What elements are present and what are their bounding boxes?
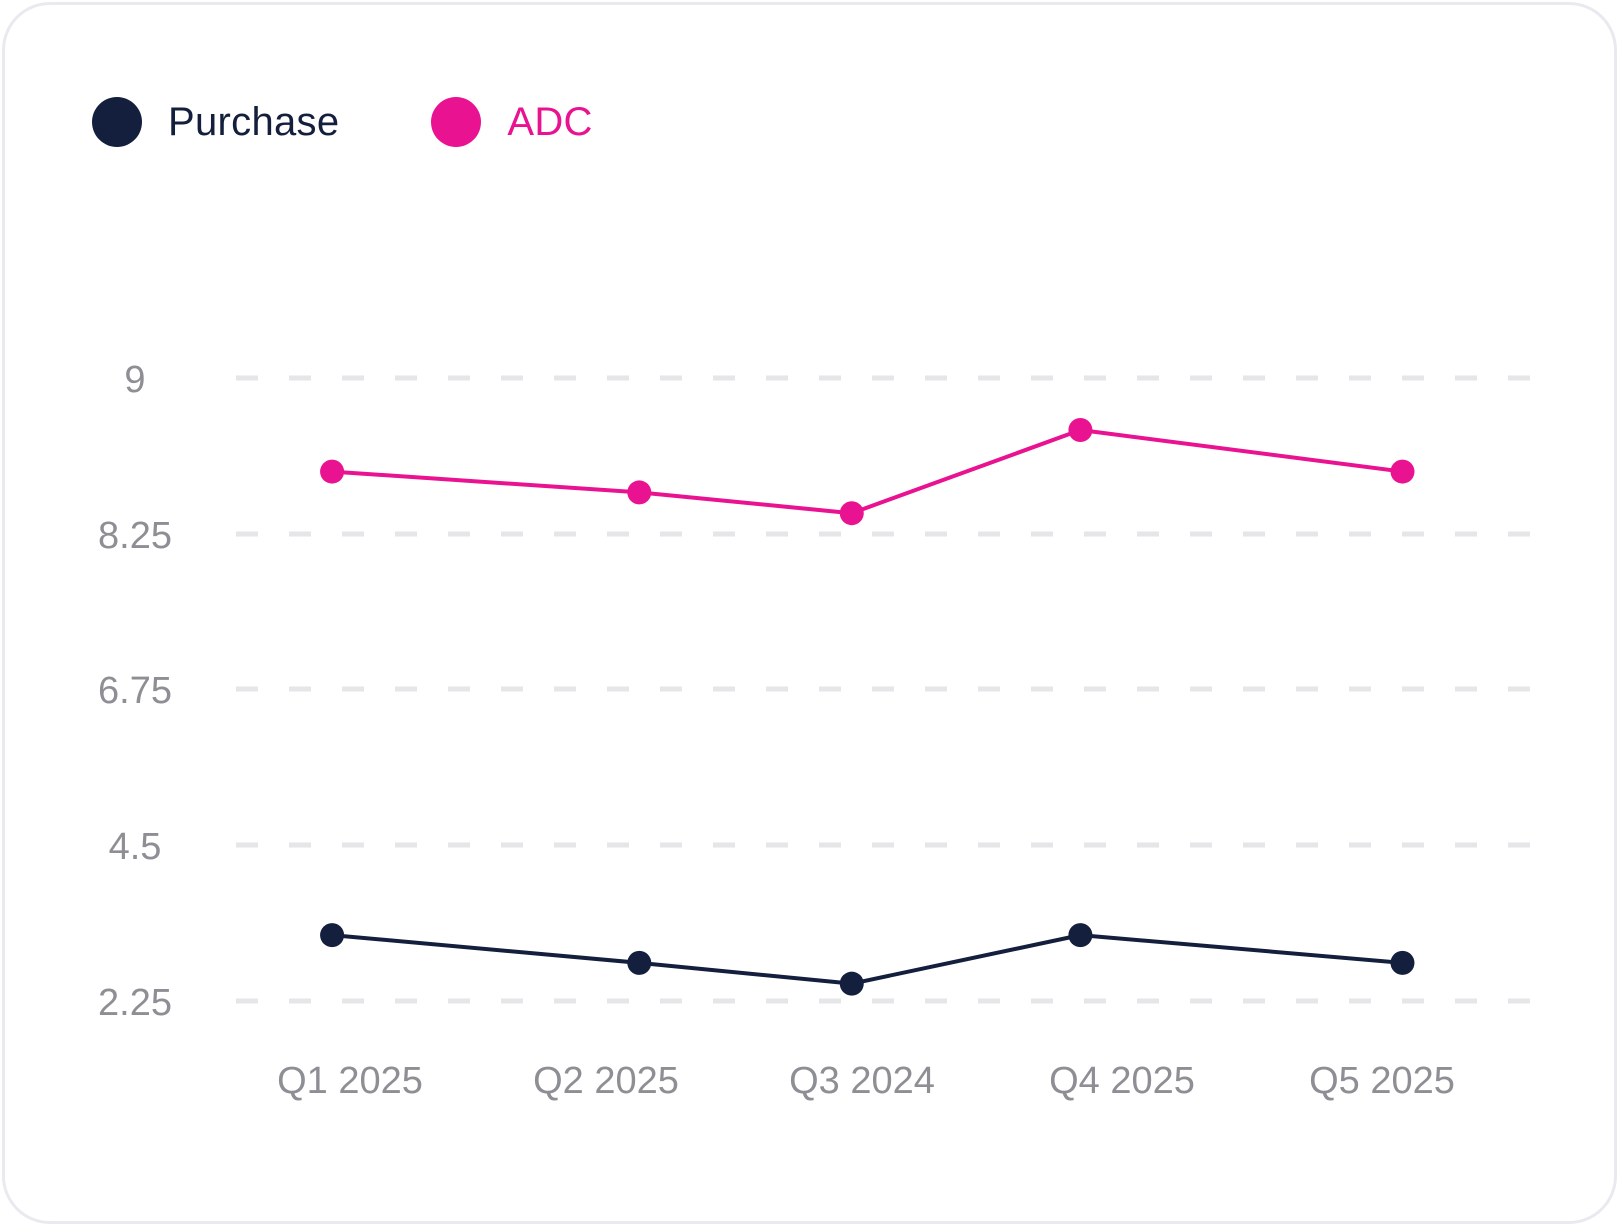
series-adc xyxy=(320,418,1415,526)
data-point-purchase[interactable] xyxy=(1390,950,1415,975)
legend: Purchase ADC xyxy=(92,96,685,148)
series-line-adc xyxy=(331,428,1403,516)
data-point-purchase[interactable] xyxy=(627,950,652,975)
legend-swatch-adc xyxy=(431,97,482,147)
x-axis-ticks: Q1 2025 Q2 2025 Q3 2024 Q4 2025 Q5 2025 xyxy=(277,1060,1455,1102)
y-tick-label: 4.5 xyxy=(109,826,162,868)
legend-label-adc: ADC xyxy=(507,100,593,144)
series xyxy=(320,418,1415,996)
y-tick-label: 6.75 xyxy=(98,670,172,712)
x-tick-label: Q2 2025 xyxy=(533,1060,679,1102)
data-point-adc[interactable] xyxy=(839,501,864,526)
data-point-adc[interactable] xyxy=(320,459,345,484)
y-tick-label: 2.25 xyxy=(98,982,172,1024)
data-point-purchase[interactable] xyxy=(320,923,345,948)
series-line-purchase xyxy=(331,933,1403,986)
data-point-purchase[interactable] xyxy=(839,971,864,996)
data-point-adc[interactable] xyxy=(1068,418,1093,442)
grid-lines xyxy=(236,375,1552,1004)
x-tick-label: Q5 2025 xyxy=(1309,1060,1455,1102)
x-tick-label: Q3 2024 xyxy=(789,1060,935,1102)
legend-item-adc[interactable]: ADC xyxy=(431,96,592,148)
y-axis-ticks: 2.25 4.5 6.75 8.25 9 xyxy=(98,359,172,1024)
series-purchase xyxy=(320,923,1415,996)
data-point-purchase[interactable] xyxy=(1068,923,1093,948)
y-tick-label: 8.25 xyxy=(98,515,172,557)
data-point-adc[interactable] xyxy=(627,480,652,505)
x-tick-label: Q4 2025 xyxy=(1049,1060,1195,1102)
y-tick-label: 9 xyxy=(124,359,145,401)
x-tick-label: Q1 2025 xyxy=(277,1060,423,1102)
data-point-adc[interactable] xyxy=(1390,459,1415,484)
legend-label-purchase: Purchase xyxy=(168,100,340,144)
legend-item-purchase[interactable]: Purchase xyxy=(92,96,339,148)
legend-swatch-purchase xyxy=(92,97,142,147)
